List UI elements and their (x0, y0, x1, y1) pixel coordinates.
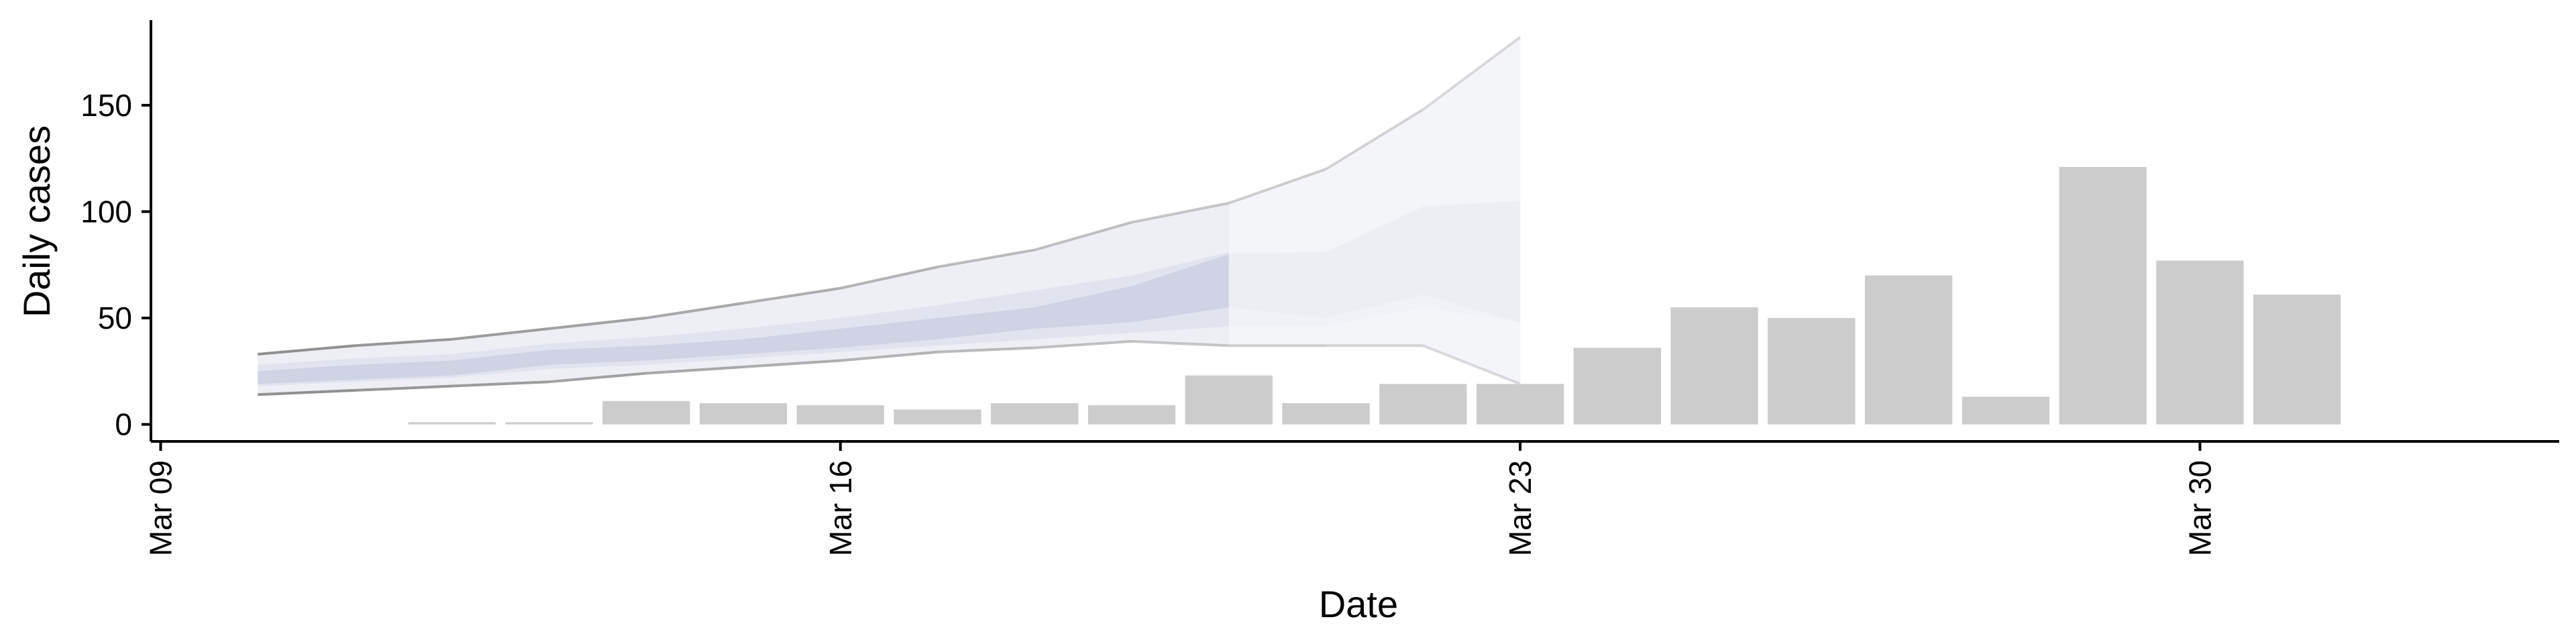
forecast-lower-line (840, 350, 938, 362)
bar-4 (505, 422, 593, 425)
bar-16 (1670, 307, 1758, 425)
forecast-upper-line (1131, 201, 1230, 224)
bar-5 (602, 400, 690, 425)
bar-14 (1476, 384, 1564, 425)
bar-10 (1087, 405, 1176, 425)
y-ticks: 0 50 100 150 (80, 88, 151, 442)
x-tick-label-7: Mar 16 (823, 460, 858, 556)
forecast-upper-line (451, 327, 549, 341)
y-tick-label-100: 100 (80, 194, 132, 229)
forecast-bands (258, 36, 1521, 396)
bar-20 (2059, 166, 2147, 425)
forecast-upper-line (743, 286, 841, 305)
forecast-lower-line (1034, 339, 1132, 350)
forecast-lower-line (646, 365, 744, 375)
y-tick-label-150: 150 (80, 88, 132, 123)
forecast-lower-line (354, 384, 452, 392)
axes (150, 20, 2559, 443)
bar-9 (991, 402, 1079, 425)
bar-7 (796, 405, 884, 425)
forecast-upper-line (258, 344, 356, 356)
y-axis-title: Daily cases (15, 125, 58, 317)
x-tick-label-21: Mar 30 (2182, 460, 2217, 556)
forecast-upper-line (645, 301, 744, 320)
forecast-upper-line (354, 337, 452, 347)
forecast-upper-line (937, 248, 1035, 268)
bar-8 (894, 409, 981, 425)
forecast-upper-line (1228, 168, 1327, 205)
bar-3 (408, 422, 496, 425)
forecast-lower-line (1131, 339, 1229, 347)
forecast-upper-line (1325, 108, 1424, 170)
forecast-upper-line (840, 265, 938, 290)
forecast-upper-line (1422, 36, 1521, 111)
bar-13 (1379, 384, 1467, 425)
forecast-fade-band (1228, 37, 1521, 384)
x-tick-label-0: Mar 09 (143, 460, 178, 556)
forecast-lower-line (937, 346, 1035, 354)
bar-18 (1864, 275, 1953, 425)
y-tick-label-50: 50 (98, 301, 132, 335)
forecast-lower-line (1422, 344, 1521, 386)
forecast-lower-line (743, 359, 841, 368)
case-bars (408, 166, 2341, 425)
x-axis-title: Date (1319, 583, 1398, 625)
bar-21 (2156, 260, 2244, 425)
bar-19 (1962, 396, 2050, 425)
forecast-lower-line (549, 372, 647, 384)
x-ticks: Mar 09 Mar 16 Mar 23 Mar 30 (143, 441, 2217, 556)
y-tick-label-0: 0 (115, 407, 132, 442)
forecast-lower-line (258, 388, 356, 396)
bar-15 (1573, 347, 1661, 425)
x-tick-label-14: Mar 23 (1503, 460, 1538, 556)
bar-11 (1185, 375, 1273, 425)
bar-6 (699, 402, 788, 425)
bar-22 (2253, 294, 2341, 425)
forecast-lower-line (451, 380, 549, 388)
bar-17 (1768, 318, 1856, 425)
bar-12 (1282, 402, 1370, 425)
forecast-upper-line (1034, 221, 1132, 252)
forecast-upper-line (549, 317, 647, 330)
